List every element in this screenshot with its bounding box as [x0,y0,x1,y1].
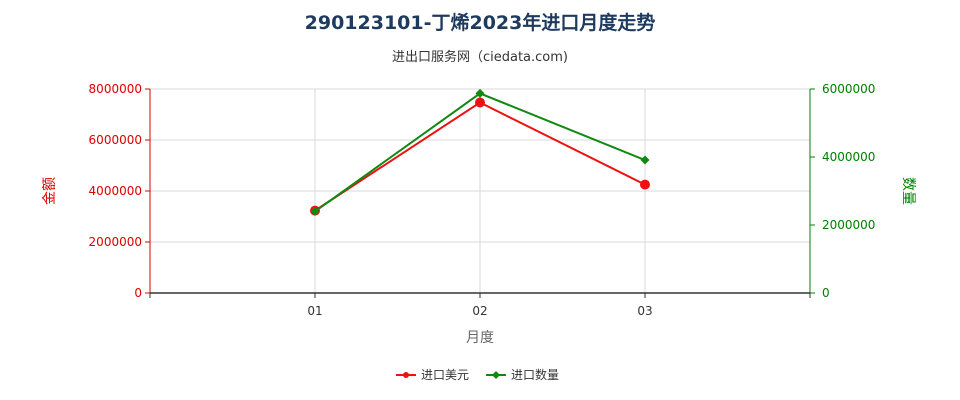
chart-subtitle: 进出口服务网（ciedata.com) [392,49,568,65]
tick-label-left: 6000000 [89,133,142,147]
legend-label-import-qty: 进口数量 [511,367,559,382]
series-layer [310,88,650,216]
tick-label-left: 8000000 [89,82,142,96]
data-point-1[interactable] [640,155,650,165]
data-point-0[interactable] [475,97,485,108]
tick-label-left: 0 [134,286,142,300]
tick-label-x: 01 [307,304,322,318]
grid [150,88,810,294]
tick-label-left: 4000000 [89,184,142,198]
y-axis-right-label: 数量 [900,177,916,205]
legend-item-import-qty[interactable]: 进口数量 [486,367,559,382]
tick-label-right: 6000000 [822,82,875,96]
legend: 进口美元 进口数量 [396,367,559,382]
x-axis-label: 月度 [466,330,494,346]
tick-label-right: 0 [822,286,830,300]
data-point-1[interactable] [475,88,485,98]
data-point-0[interactable] [640,179,650,190]
legend-item-import-usd[interactable]: 进口美元 [396,368,469,382]
tick-label-right: 2000000 [822,218,875,232]
data-point-1[interactable] [310,206,320,216]
chart-title: 290123101-丁烯2023年进口月度走势 [305,11,656,34]
tick-label-x: 03 [637,304,652,318]
tick-label-left: 2000000 [89,235,142,249]
ticks: 0 2000000 4000000 6000000 8000000 0 2000000 400… [89,82,876,318]
tick-label-x: 02 [472,304,487,318]
y-axis-left-label: 金额 [42,177,58,205]
legend-label-import-usd: 进口美元 [421,368,469,382]
tick-label-right: 4000000 [822,150,875,164]
